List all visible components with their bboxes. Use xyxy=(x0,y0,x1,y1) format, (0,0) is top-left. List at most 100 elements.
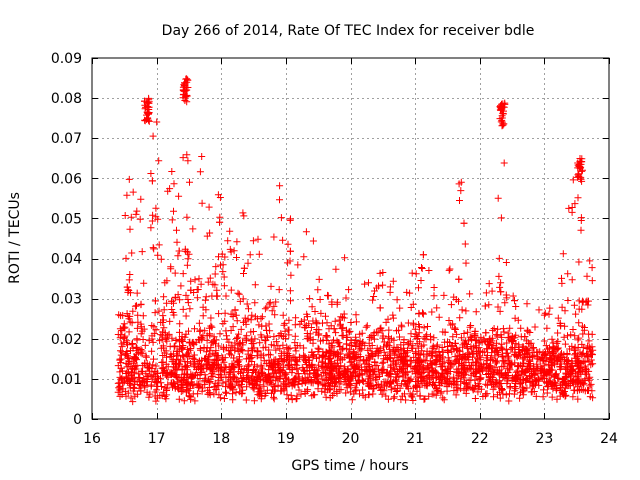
data-point xyxy=(248,311,256,319)
data-point xyxy=(127,213,135,221)
data-point xyxy=(220,273,228,281)
data-point xyxy=(233,335,241,342)
data-point xyxy=(419,309,426,317)
data-point xyxy=(176,335,183,343)
data-point xyxy=(439,348,447,356)
data-point xyxy=(472,308,480,316)
data-point xyxy=(196,168,204,176)
data-point xyxy=(274,381,282,389)
data-point xyxy=(456,197,463,204)
data-point xyxy=(544,383,552,390)
data-point xyxy=(234,341,242,349)
data-point xyxy=(147,170,155,177)
data-point xyxy=(523,326,531,334)
data-point xyxy=(552,370,560,378)
data-point xyxy=(270,233,278,241)
data-point xyxy=(430,284,438,291)
data-point xyxy=(288,396,296,404)
data-point xyxy=(155,157,163,165)
data-point xyxy=(159,342,167,350)
data-point xyxy=(331,379,339,386)
data-point xyxy=(311,366,319,374)
data-point xyxy=(279,311,287,319)
y-tick-label: 0.09 xyxy=(51,51,82,67)
data-point xyxy=(175,192,183,200)
data-point xyxy=(276,182,284,190)
data-point xyxy=(287,357,295,365)
data-point xyxy=(125,276,133,284)
data-point xyxy=(543,389,551,397)
data-point xyxy=(255,373,263,381)
data-point xyxy=(153,379,161,387)
data-point xyxy=(168,297,176,305)
data-point xyxy=(389,311,397,319)
data-point xyxy=(198,387,206,395)
y-tick-label: 0.05 xyxy=(51,211,82,227)
data-point xyxy=(281,371,289,379)
data-point xyxy=(564,332,571,340)
data-point xyxy=(391,385,399,392)
data-point xyxy=(574,194,582,202)
data-point xyxy=(205,384,213,391)
data-point xyxy=(552,346,560,354)
data-point xyxy=(170,207,177,215)
data-point xyxy=(293,392,301,400)
data-point xyxy=(362,323,370,331)
data-point xyxy=(478,338,486,346)
data-point xyxy=(524,327,532,335)
data-point xyxy=(145,364,153,372)
data-point xyxy=(309,237,317,245)
data-point xyxy=(287,215,294,223)
data-point xyxy=(549,343,557,351)
data-point xyxy=(308,348,316,356)
data-point xyxy=(137,349,145,357)
data-point xyxy=(152,362,160,370)
data-point xyxy=(477,333,485,341)
data-point xyxy=(587,361,595,369)
data-point xyxy=(519,376,527,383)
data-point xyxy=(164,187,172,195)
data-point xyxy=(315,330,323,338)
data-point xyxy=(499,390,507,398)
data-point xyxy=(530,364,538,372)
data-point xyxy=(155,307,163,315)
data-point xyxy=(506,390,513,398)
data-point xyxy=(321,368,329,376)
data-point xyxy=(196,357,203,365)
data-point xyxy=(482,380,490,388)
data-point xyxy=(528,344,536,352)
data-point xyxy=(179,384,187,391)
data-point xyxy=(200,344,208,351)
data-point xyxy=(202,293,210,301)
data-point xyxy=(201,327,209,335)
data-point xyxy=(556,363,564,371)
data-point xyxy=(171,360,179,368)
data-point xyxy=(451,380,459,388)
data-point xyxy=(440,291,448,299)
data-point xyxy=(480,335,488,343)
data-point xyxy=(213,286,221,294)
data-point xyxy=(526,372,533,380)
data-point xyxy=(116,325,124,333)
data-point xyxy=(496,307,504,315)
data-point xyxy=(128,372,135,380)
data-point xyxy=(137,301,145,309)
data-point xyxy=(581,358,589,366)
data-point xyxy=(271,386,279,394)
data-point xyxy=(352,343,360,350)
data-point xyxy=(548,381,556,389)
data-point xyxy=(154,251,162,259)
data-point xyxy=(585,376,593,384)
data-point xyxy=(268,380,276,388)
data-point xyxy=(210,368,218,376)
data-point xyxy=(504,329,512,337)
data-point xyxy=(118,391,126,398)
data-point xyxy=(568,366,576,374)
data-point xyxy=(239,386,247,394)
data-point xyxy=(117,364,125,372)
data-point xyxy=(371,287,378,295)
data-point xyxy=(412,350,420,357)
data-point xyxy=(291,332,299,340)
data-point xyxy=(331,383,339,391)
data-point xyxy=(369,296,377,304)
